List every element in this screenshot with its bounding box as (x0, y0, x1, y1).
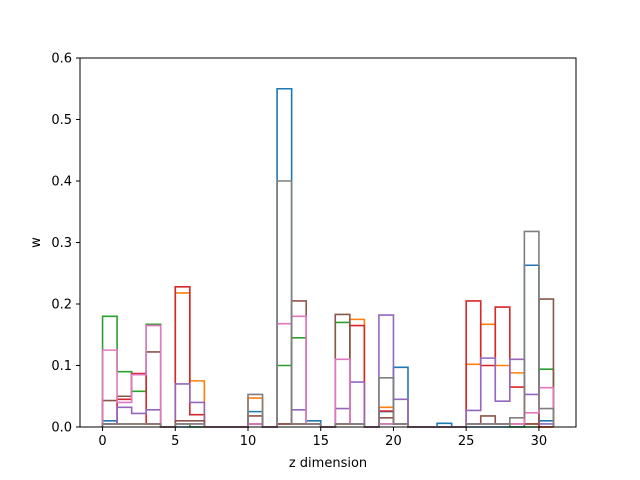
x-axis: 0 5 10 15 20 25 30 (98, 427, 547, 449)
x-tick-label: 25 (458, 434, 475, 449)
y-tick-label: 0.3 (51, 236, 72, 251)
y-tick-label: 0.2 (51, 298, 72, 313)
x-tick-label: 20 (385, 434, 402, 449)
x-tick-label: 15 (312, 434, 329, 449)
y-tick-label: 0.5 (51, 113, 72, 128)
x-axis-label: z dimension (289, 456, 367, 471)
y-axis-label: w (29, 237, 44, 248)
y-tick-label: 0.0 (51, 421, 72, 436)
y-tick-label: 0.6 (51, 52, 72, 67)
y-tick-label: 0.1 (51, 359, 72, 374)
y-axis: 0.0 0.1 0.2 0.3 0.4 0.5 0.6 (51, 52, 80, 436)
x-tick-label: 0 (98, 434, 106, 449)
x-tick-label: 30 (531, 434, 548, 449)
y-tick-label: 0.4 (51, 175, 72, 190)
x-tick-label: 5 (171, 434, 179, 449)
x-tick-label: 10 (240, 434, 257, 449)
